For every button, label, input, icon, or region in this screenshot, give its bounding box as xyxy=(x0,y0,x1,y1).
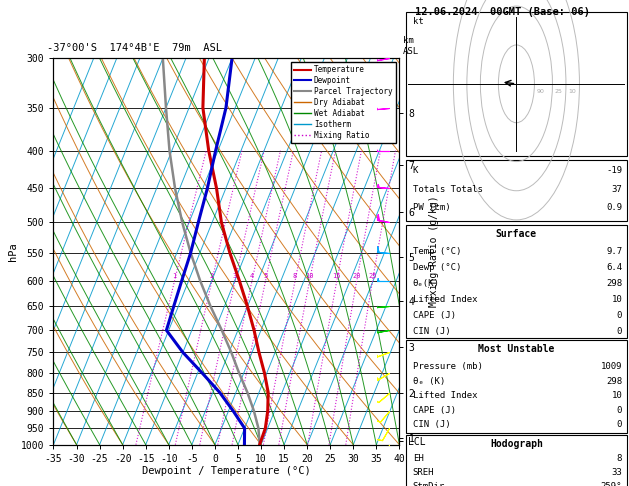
Text: 10: 10 xyxy=(611,391,622,400)
Text: Surface: Surface xyxy=(496,229,537,239)
Text: 20: 20 xyxy=(352,273,361,279)
Text: SREH: SREH xyxy=(413,468,435,477)
Text: 298: 298 xyxy=(606,279,622,288)
Text: 90: 90 xyxy=(537,88,545,94)
Text: 25: 25 xyxy=(555,88,562,94)
Text: 5: 5 xyxy=(264,273,268,279)
Text: 6.4: 6.4 xyxy=(606,263,622,272)
Text: StmDir: StmDir xyxy=(413,482,445,486)
Text: -19: -19 xyxy=(606,166,622,175)
Text: 37: 37 xyxy=(611,185,622,194)
Legend: Temperature, Dewpoint, Parcel Trajectory, Dry Adiabat, Wet Adiabat, Isotherm, Mi: Temperature, Dewpoint, Parcel Trajectory… xyxy=(291,62,396,143)
Text: -37°00'S  174°4B'E  79m  ASL: -37°00'S 174°4B'E 79m ASL xyxy=(47,43,222,53)
Text: 10: 10 xyxy=(568,88,576,94)
Text: θₑ(K): θₑ(K) xyxy=(413,279,440,288)
Text: Temp (°C): Temp (°C) xyxy=(413,247,461,256)
Text: 1: 1 xyxy=(172,273,177,279)
Text: 10: 10 xyxy=(611,295,622,304)
Text: 8: 8 xyxy=(617,454,622,464)
Text: K: K xyxy=(413,166,418,175)
Text: CAPE (J): CAPE (J) xyxy=(413,406,456,415)
Y-axis label: Mixing Ratio (g/kg): Mixing Ratio (g/kg) xyxy=(429,196,439,307)
Text: 0.9: 0.9 xyxy=(606,203,622,212)
Bar xyxy=(406,225,626,338)
Text: kt: kt xyxy=(413,17,423,26)
Text: Most Unstable: Most Unstable xyxy=(478,344,555,354)
Text: Pressure (mb): Pressure (mb) xyxy=(413,362,482,371)
Bar xyxy=(406,340,626,433)
Bar xyxy=(406,12,626,156)
Bar xyxy=(406,435,626,486)
Text: Lifted Index: Lifted Index xyxy=(413,295,477,304)
Text: CIN (J): CIN (J) xyxy=(413,420,450,430)
Text: 0: 0 xyxy=(617,327,622,336)
Text: Dewp (°C): Dewp (°C) xyxy=(413,263,461,272)
Text: 10: 10 xyxy=(305,273,314,279)
Text: 3: 3 xyxy=(233,273,237,279)
X-axis label: Dewpoint / Temperature (°C): Dewpoint / Temperature (°C) xyxy=(142,467,311,476)
Text: 4: 4 xyxy=(250,273,254,279)
Text: 25: 25 xyxy=(369,273,377,279)
Text: 0: 0 xyxy=(617,420,622,430)
Text: PW (cm): PW (cm) xyxy=(413,203,450,212)
Text: 1009: 1009 xyxy=(601,362,622,371)
Text: 0: 0 xyxy=(617,311,622,320)
Text: 12.06.2024  00GMT (Base: 06): 12.06.2024 00GMT (Base: 06) xyxy=(415,7,590,17)
Text: 259°: 259° xyxy=(601,482,622,486)
Text: 33: 33 xyxy=(611,468,622,477)
Text: 9.7: 9.7 xyxy=(606,247,622,256)
Text: km
ASL: km ASL xyxy=(403,36,419,56)
Text: 15: 15 xyxy=(333,273,341,279)
Text: CIN (J): CIN (J) xyxy=(413,327,450,336)
Text: 8: 8 xyxy=(293,273,297,279)
Y-axis label: hPa: hPa xyxy=(8,242,18,261)
Text: θₑ (K): θₑ (K) xyxy=(413,377,445,386)
Bar xyxy=(406,160,626,221)
Text: Hodograph: Hodograph xyxy=(490,439,543,449)
Text: 2: 2 xyxy=(210,273,214,279)
Text: 0: 0 xyxy=(617,406,622,415)
Text: EH: EH xyxy=(413,454,423,464)
Text: CAPE (J): CAPE (J) xyxy=(413,311,456,320)
Text: Lifted Index: Lifted Index xyxy=(413,391,477,400)
Text: 298: 298 xyxy=(606,377,622,386)
Text: Totals Totals: Totals Totals xyxy=(413,185,482,194)
